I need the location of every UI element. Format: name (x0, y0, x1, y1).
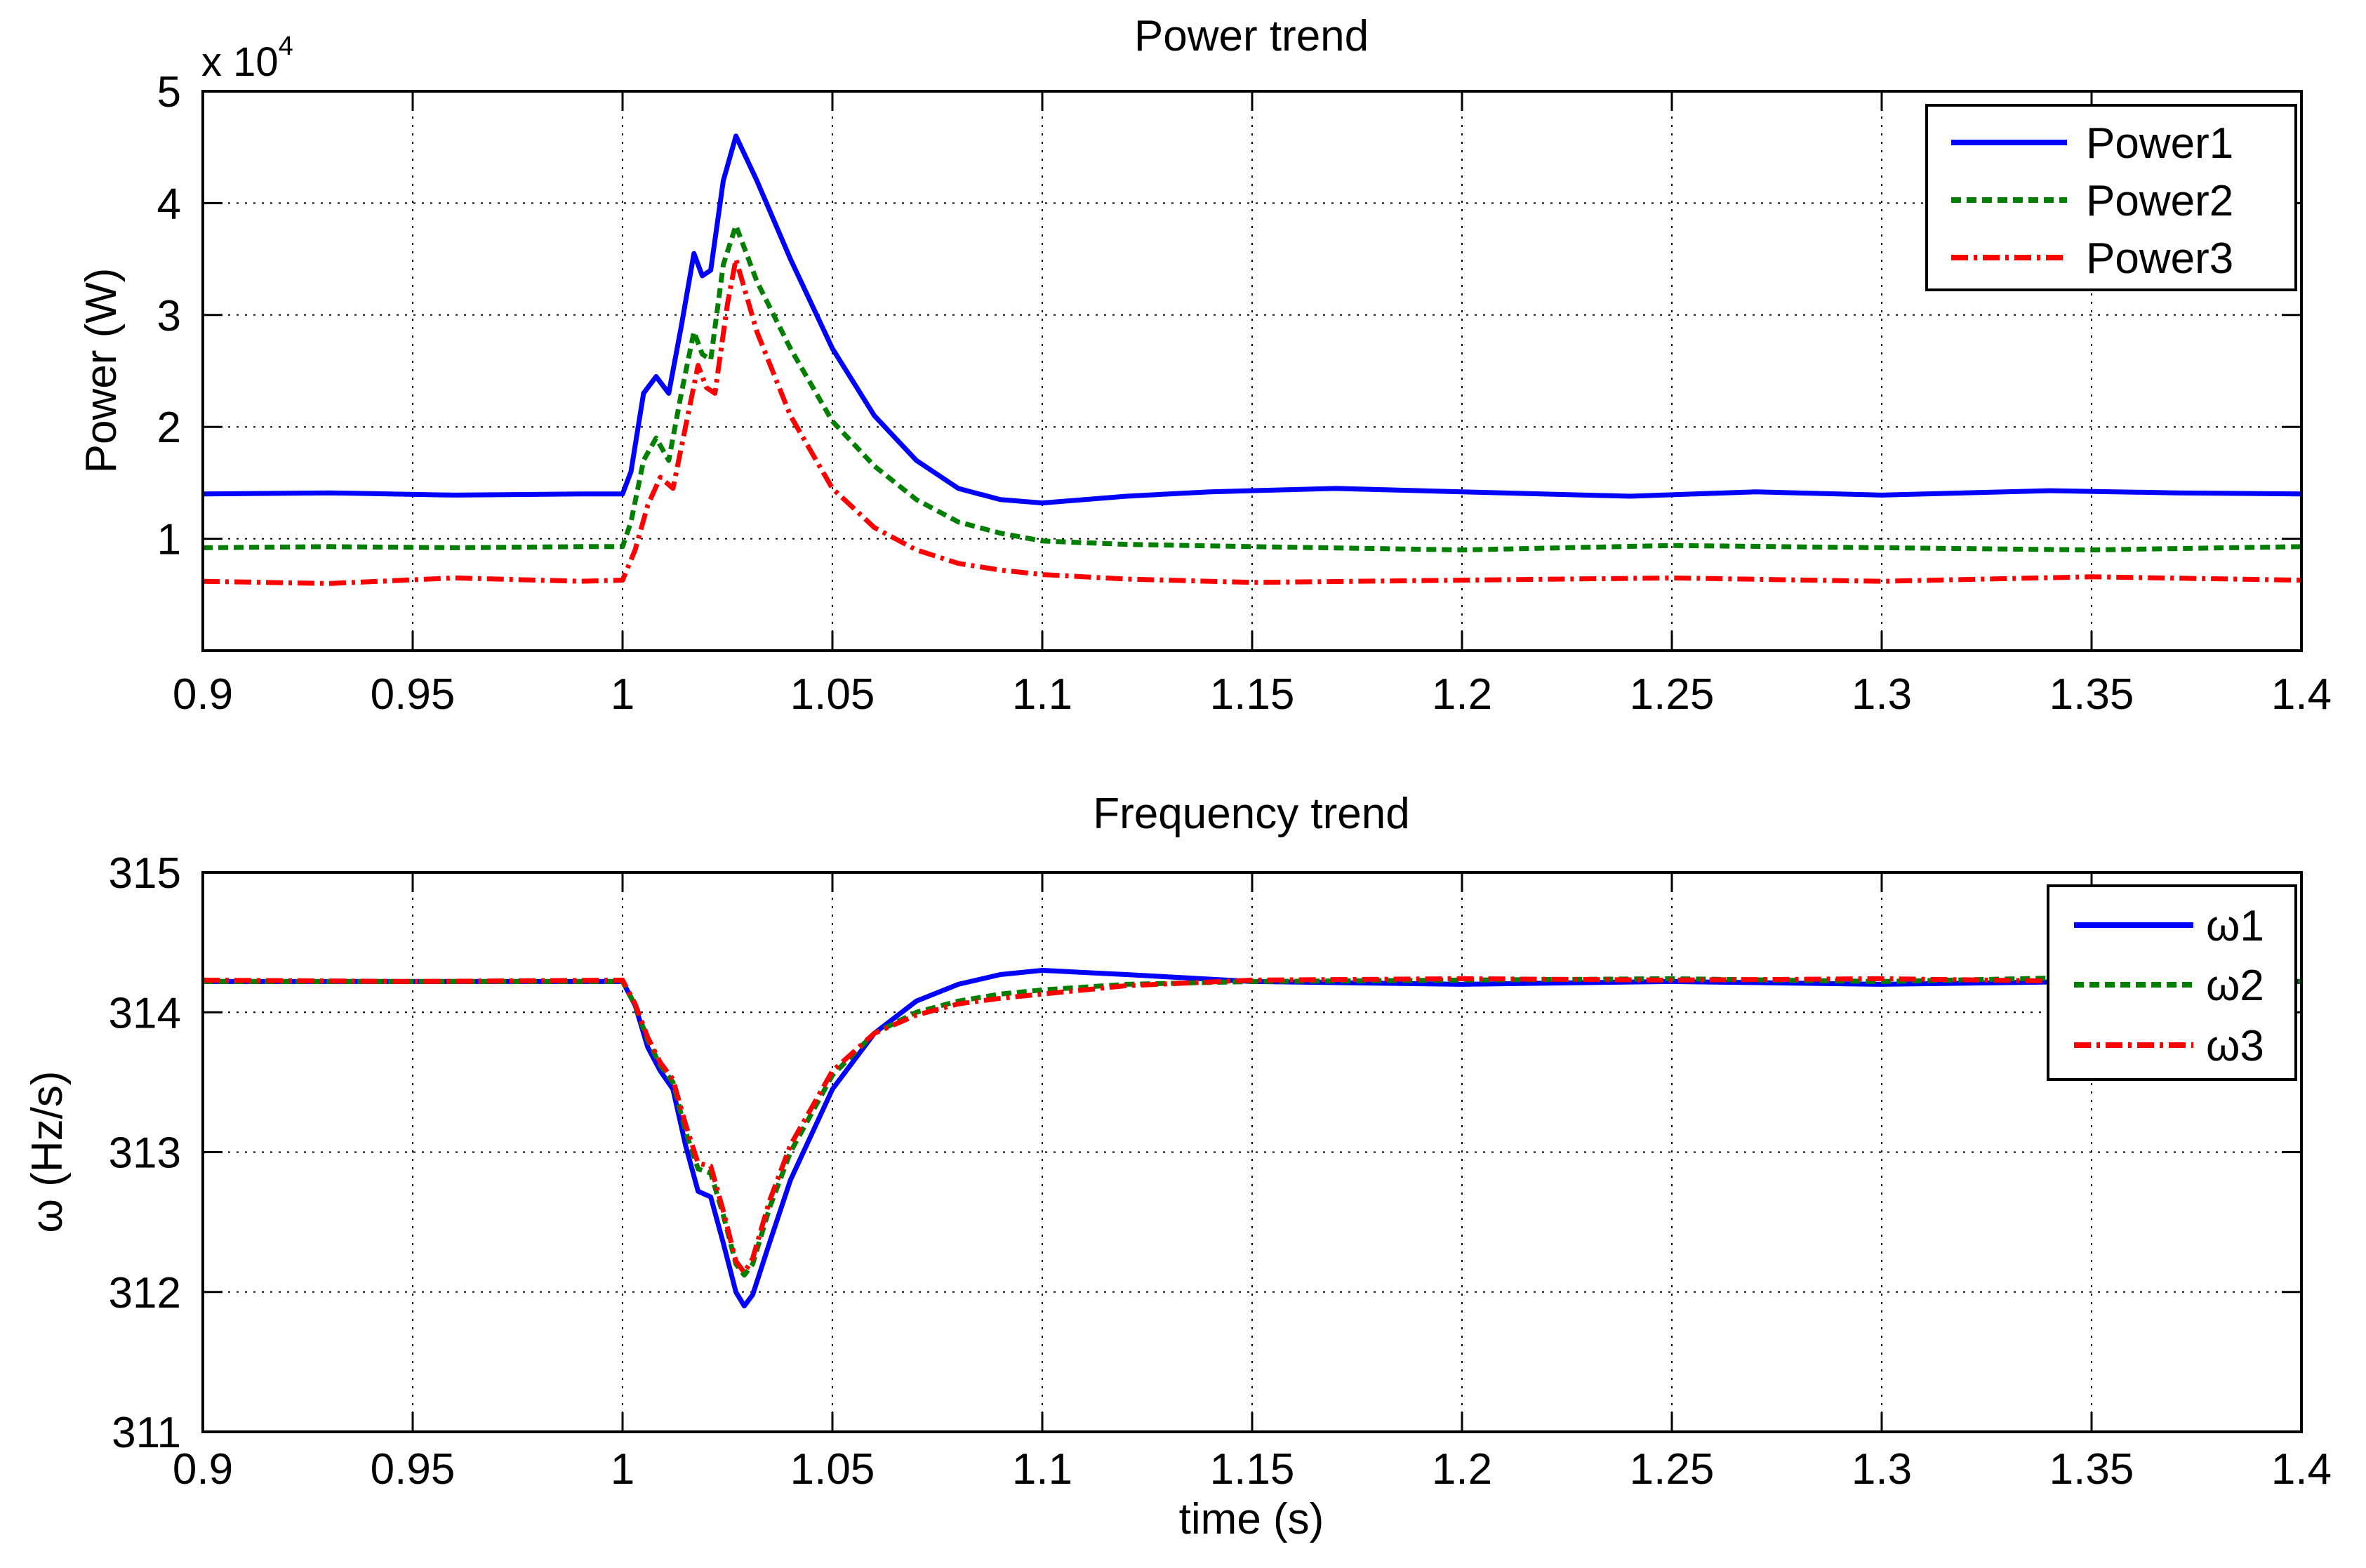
power-chart-title: Power trend (1134, 12, 1369, 60)
legend-label-power3: Power3 (2086, 234, 2233, 283)
power-y-tick-label: 2 (157, 404, 181, 452)
frequency-x-tick-label: 1.4 (2271, 1445, 2332, 1494)
frequency-x-tick-label: 1.05 (790, 1445, 875, 1494)
frequency-series-group (202, 968, 2302, 1309)
frequency-x-tick-labels: 0.9 0.95 1 1.05 1.1 1.15 1.2 1.25 1.3 1.35 1.4 (173, 1445, 2332, 1494)
frequency-y-tick-label: 314 (109, 989, 181, 1037)
legend-label-omega2: ω2 (2206, 962, 2264, 1010)
frequency-x-tick-label: 1.15 (1210, 1445, 1295, 1494)
frequency-x-tick-label: 0.95 (371, 1445, 456, 1494)
frequency-series-line-2 (203, 974, 2302, 1278)
power-x-tick-label: 1.15 (1210, 670, 1295, 719)
frequency-x-tick-label: 1 (611, 1445, 634, 1494)
power-x-tick-label: 1 (611, 670, 634, 719)
power-x-tick-label: 1.4 (2271, 670, 2332, 719)
frequency-x-tick-label: 1.3 (1852, 1445, 1912, 1494)
power-x-tick-labels: 0.9 0.95 1 1.05 1.1 1.15 1.2 1.25 1.3 1.35 1.4 (173, 670, 2332, 719)
frequency-trend-panel: Frequency trend 0.9 0.95 1 1.05 1.1 1.15 1.2 1.… (23, 790, 2332, 1543)
frequency-x-tick-label: 1.35 (2049, 1445, 2134, 1494)
frequency-x-axis-label: time (s) (1179, 1495, 1324, 1543)
power-y-exponent-power: 4 (279, 32, 293, 61)
frequency-y-tick-label: 312 (109, 1269, 181, 1317)
power-series-group (202, 133, 2302, 586)
frequency-x-tick-label: 0.9 (173, 1445, 233, 1494)
frequency-y-tick-labels: 311 312 313 314 315 (109, 849, 181, 1457)
frequency-x-tick-label: 1.2 (1432, 1445, 1492, 1494)
power-x-tick-label: 1.05 (790, 670, 875, 719)
frequency-y-axis-label: ω (Hz/s) (23, 1071, 72, 1233)
legend-label-power2: Power2 (2086, 177, 2233, 225)
power-x-tick-label: 1.3 (1852, 670, 1912, 719)
frequency-tick-marks (201, 871, 2303, 1433)
power-x-tick-label: 1.2 (1432, 670, 1492, 719)
power-legend: Power1 Power2 Power3 (1925, 104, 2297, 291)
power-y-exponent-base: x 10 (201, 39, 279, 85)
power-series-line-3 (202, 256, 2302, 586)
legend-label-power1: Power1 (2086, 119, 2233, 168)
frequency-y-tick-label: 313 (109, 1129, 181, 1178)
power-x-tick-label: 0.95 (371, 670, 456, 719)
power-x-tick-label: 0.9 (173, 670, 233, 719)
power-y-axis-label: Power (W) (77, 268, 126, 474)
power-trend-panel: Power trend 0.9 0.95 1 1.05 1.1 1.15 1.2 1.25 1.… (77, 12, 2332, 719)
frequency-legend: ω1 ω2 ω3 (2047, 884, 2297, 1081)
power-y-tick-label: 3 (157, 292, 181, 340)
power-series-line-1 (202, 133, 2302, 506)
power-y-exponent: x 104 (201, 32, 293, 85)
frequency-chart-title: Frequency trend (1093, 790, 1409, 838)
frequency-y-tick-label: 315 (109, 849, 181, 898)
power-series-line-2 (202, 222, 2302, 552)
power-x-tick-label: 1.35 (2049, 670, 2134, 719)
legend-label-omega3: ω3 (2206, 1022, 2264, 1070)
frequency-x-tick-label: 1.1 (1012, 1445, 1072, 1494)
power-x-tick-label: 1.1 (1012, 670, 1072, 719)
power-x-tick-label: 1.25 (1630, 670, 1715, 719)
power-y-tick-label: 5 (157, 68, 181, 117)
frequency-series-line-3 (202, 976, 2302, 1275)
power-y-tick-labels: 1 2 3 4 5 (157, 68, 181, 564)
frequency-y-tick-label: 311 (112, 1409, 181, 1457)
legend-label-omega1: ω1 (2206, 902, 2264, 950)
power-y-tick-label: 4 (157, 180, 181, 228)
frequency-x-tick-label: 1.25 (1630, 1445, 1715, 1494)
power-y-tick-label: 1 (157, 516, 181, 564)
frequency-series-line-1 (203, 968, 2301, 1309)
